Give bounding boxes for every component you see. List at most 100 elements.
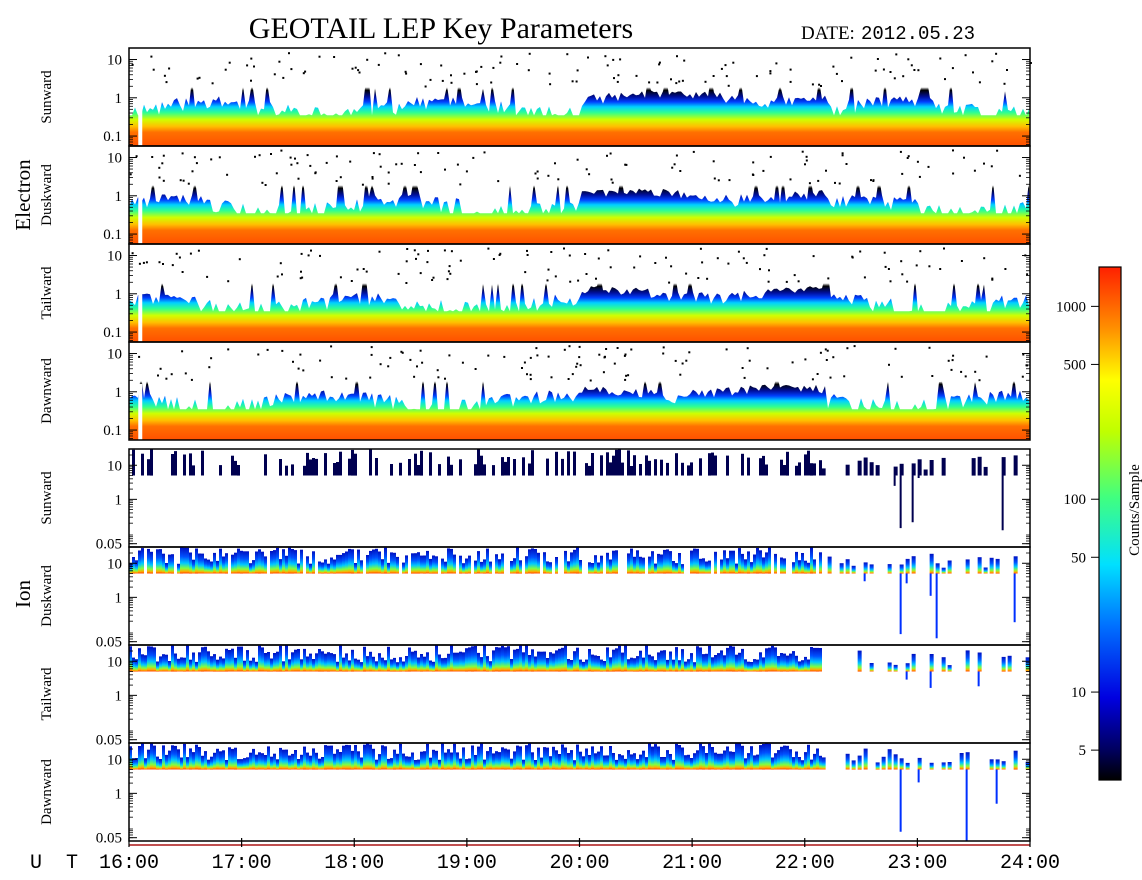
- ion-dawnward-column: [501, 747, 504, 770]
- electron-dawnward-pixel: [190, 378, 193, 381]
- ion-dawnward-dropout: [965, 769, 968, 841]
- electron-sunward-pixel: [441, 79, 444, 82]
- ion-duskward-column: [732, 550, 735, 574]
- electron-tailward-pixel: [449, 272, 452, 275]
- electron-tailward-pixel: [405, 260, 408, 263]
- ion-dawnward-column: [207, 759, 210, 770]
- ion-tailward-column: [654, 660, 657, 672]
- ion-tailward-column: [660, 650, 663, 672]
- ion-tailward-column: [429, 660, 432, 672]
- electron-duskward-pixel: [191, 170, 194, 173]
- ion-dawnward-column: [504, 748, 507, 770]
- electron-duskward-pixel: [996, 149, 999, 152]
- ion-dawnward-column: [339, 752, 342, 770]
- electron-tailward-pixel: [131, 252, 134, 255]
- ion-dawnward-column: [186, 757, 189, 770]
- electron-tailward-pixel: [665, 256, 667, 259]
- electron-dawnward-pixel: [931, 375, 934, 377]
- electron-tailward-pixel: [563, 247, 565, 250]
- electron-tailward-pixel: [763, 254, 766, 257]
- ion-dawnward-column: [522, 759, 525, 770]
- ion-tailward-column: [893, 664, 898, 672]
- ion-tailward-column: [456, 652, 459, 672]
- electron-duskward-pixel: [193, 156, 196, 159]
- ion-tailward-column: [627, 659, 630, 672]
- electron-sunward-pixel: [724, 64, 727, 67]
- electron-tailward-pixel: [276, 275, 279, 278]
- ion-dawnward-column: [821, 757, 826, 770]
- electron-dawnward-pixel: [563, 348, 566, 351]
- ion-sunward-column: [786, 451, 789, 476]
- electron-duskward-pixel: [387, 171, 390, 174]
- ion-duskward-column: [369, 550, 372, 574]
- electron-dawnward-pixel: [159, 367, 162, 370]
- electron-dawnward-pixel: [487, 354, 490, 357]
- time-tick-label: 21:00: [662, 852, 722, 875]
- ion-dawnward-column: [576, 744, 579, 770]
- ion-tailward-column: [905, 663, 910, 672]
- ion-duskward-column: [171, 554, 174, 574]
- ion-duskward-column: [285, 555, 288, 574]
- ion-dawnward-column: [609, 746, 612, 770]
- ion-duskward-column: [465, 558, 468, 574]
- ion-dawnward-column: [810, 759, 813, 770]
- ion-dawnward-column: [941, 762, 946, 770]
- ion-duskward-column: [264, 556, 267, 574]
- ion-sunward-column: [420, 450, 423, 476]
- electron-tailward-pixel: [526, 254, 529, 256]
- ion-tailward-ytick-label: 0.05: [96, 733, 122, 749]
- ion-duskward-column: [381, 559, 384, 574]
- electron-dawnward-ytick-label: 10: [107, 347, 122, 363]
- ion-tailward-column: [420, 654, 423, 672]
- ion-dawnward-column: [285, 749, 288, 770]
- electron-dawnward-pixel: [568, 345, 571, 348]
- ion-dawnward-column: [636, 759, 639, 770]
- ion-duskward-column: [150, 551, 153, 574]
- electron-tailward-pixel: [362, 268, 365, 270]
- ion-dawnward-column: [453, 743, 456, 770]
- ion-tailward-column: [159, 656, 162, 672]
- ion-dawnward-column: [753, 755, 756, 770]
- ion-dawnward-column: [312, 748, 315, 770]
- ion-dawnward-column: [561, 744, 564, 770]
- ion-tailward-column: [546, 658, 549, 672]
- electron-sunward-pixel: [318, 55, 321, 58]
- ion-sunward-column: [531, 450, 534, 476]
- ion-duskward-column: [513, 558, 516, 574]
- ion-dawnward-column: [507, 749, 510, 770]
- electron-duskward-pixel: [254, 155, 256, 158]
- ion-duskward-column: [726, 558, 729, 574]
- ion-dawnward-column: [732, 751, 735, 770]
- ion-sunward-column: [369, 449, 372, 476]
- ion-dawnward-column: [735, 743, 738, 770]
- ion-tailward-column: [1001, 656, 1006, 672]
- ion-tailward-column: [857, 650, 862, 672]
- electron-duskward-pixel: [671, 166, 674, 169]
- ion-duskward-column: [300, 549, 303, 574]
- ion-tailward-column: [603, 661, 606, 672]
- electron-sunward-panel: 10 1 0.1 Sunward: [39, 47, 1032, 147]
- ion-duskward-column: [549, 562, 552, 574]
- ion-tailward-column: [711, 657, 714, 672]
- ion-tailward-column: [669, 651, 672, 672]
- ion-sunward-column: [414, 453, 417, 476]
- electron-dawnward-pixel: [444, 377, 446, 380]
- ion-tailward-column: [504, 647, 507, 672]
- ion-tailward-column: [702, 654, 705, 672]
- ion-tailward-column: [887, 662, 892, 672]
- ion-sunward-column: [780, 459, 783, 476]
- electron-tailward-pixel: [742, 257, 745, 260]
- electron-duskward-pixel: [261, 181, 264, 184]
- ion-duskward-ytick-label: 1: [115, 590, 123, 606]
- ion-dawnward-column: [342, 745, 345, 770]
- electron-dawnward-pixel: [370, 353, 373, 356]
- ion-dawnward-column: [249, 752, 252, 770]
- ion-tailward-column: [468, 647, 471, 672]
- ion-dawnward-column: [132, 758, 135, 770]
- ion-duskward-dropout: [1013, 573, 1016, 623]
- ion-tailward-column: [186, 645, 189, 672]
- electron-duskward-panel: 10 1 0.1 Duskward: [39, 145, 1031, 245]
- ion-duskward-column: [636, 550, 639, 574]
- electron-tailward-pixel: [727, 262, 730, 265]
- electron-duskward-pixel: [497, 180, 500, 183]
